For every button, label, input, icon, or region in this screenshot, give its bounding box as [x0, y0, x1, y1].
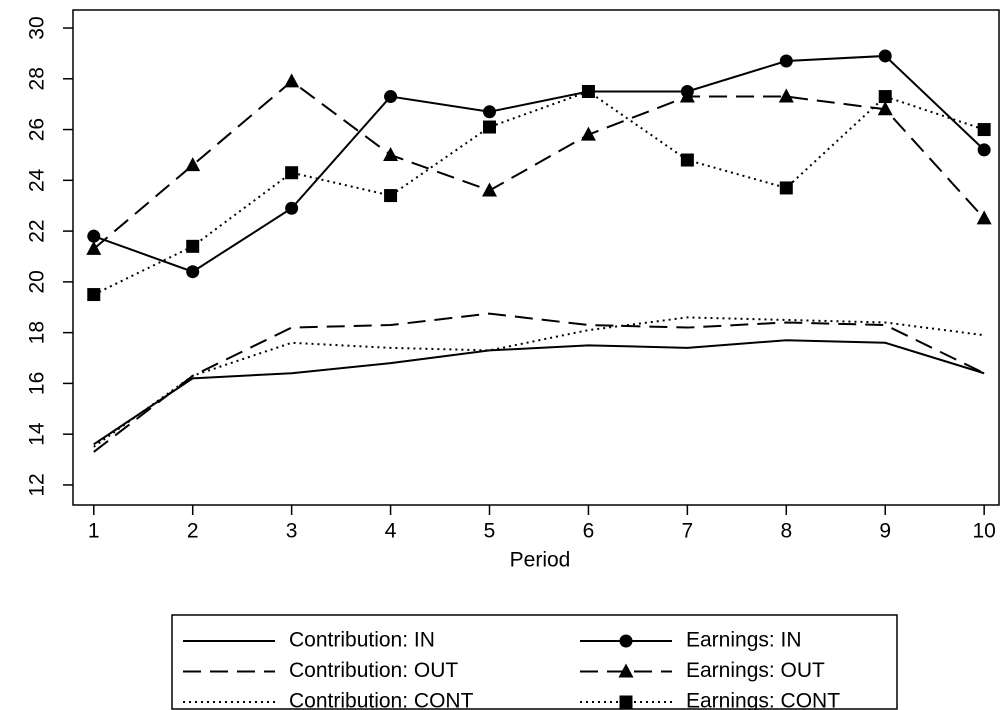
marker — [185, 157, 201, 172]
marker — [383, 146, 399, 161]
y-tick-label: 20 — [26, 270, 49, 293]
marker — [285, 201, 299, 215]
x-tick-label: 1 — [88, 520, 100, 543]
x-tick-label: 6 — [583, 520, 595, 543]
y-tick-label: 26 — [26, 118, 49, 141]
legend-label: Earnings: OUT — [686, 659, 825, 682]
x-tick-label: 9 — [879, 520, 891, 543]
marker — [581, 84, 595, 98]
marker — [284, 73, 300, 88]
marker — [87, 288, 101, 302]
marker — [384, 189, 398, 203]
marker — [186, 265, 200, 279]
legend-frame — [171, 614, 898, 710]
series-line — [93, 312, 985, 453]
series-line — [93, 339, 985, 446]
legend-label: Contribution: OUT — [289, 659, 458, 682]
marker — [384, 90, 398, 104]
marker — [878, 49, 892, 63]
x-tick-label: 5 — [484, 520, 496, 543]
x-tick-label: 4 — [385, 520, 397, 543]
y-tick-label: 16 — [26, 372, 49, 395]
marker — [619, 634, 633, 648]
marker — [87, 229, 101, 243]
marker — [976, 210, 992, 225]
legend-label: Contribution: IN — [289, 629, 435, 652]
marker — [878, 90, 892, 104]
x-tick-label: 10 — [972, 520, 995, 543]
x-tick-label: 2 — [187, 520, 199, 543]
marker — [482, 182, 498, 197]
marker — [778, 88, 794, 103]
y-tick-label: 22 — [26, 219, 49, 242]
y-tick-label: 18 — [26, 321, 49, 344]
y-tick-label: 28 — [26, 67, 49, 90]
y-tick-label: 14 — [26, 422, 49, 446]
y-tick-label: 12 — [26, 473, 49, 496]
marker — [483, 120, 497, 134]
series-line — [93, 54, 985, 273]
series-line — [93, 90, 985, 296]
marker — [86, 240, 102, 255]
legend-label: Contribution: CONT — [289, 690, 474, 710]
marker — [680, 153, 694, 167]
x-tick-label: 7 — [682, 520, 694, 543]
marker — [679, 88, 695, 103]
marker — [977, 123, 991, 137]
series-line — [93, 316, 985, 448]
marker — [779, 181, 793, 195]
marker — [618, 663, 634, 678]
legend-label: Earnings: CONT — [686, 690, 840, 710]
marker — [977, 143, 991, 157]
marker — [186, 239, 200, 253]
x-tick-label: 8 — [780, 520, 792, 543]
x-tick-label: 3 — [286, 520, 298, 543]
marker — [483, 105, 497, 119]
marker — [580, 126, 596, 141]
marker — [779, 54, 793, 68]
y-tick-label: 24 — [26, 168, 49, 192]
marker — [877, 101, 893, 116]
y-tick-label: 30 — [26, 16, 49, 39]
x-axis-label: Period — [510, 549, 571, 572]
marker — [619, 695, 633, 709]
plot-frame — [72, 9, 1000, 506]
series-line — [93, 80, 985, 250]
legend-label: Earnings: IN — [686, 629, 802, 652]
marker — [285, 166, 299, 180]
